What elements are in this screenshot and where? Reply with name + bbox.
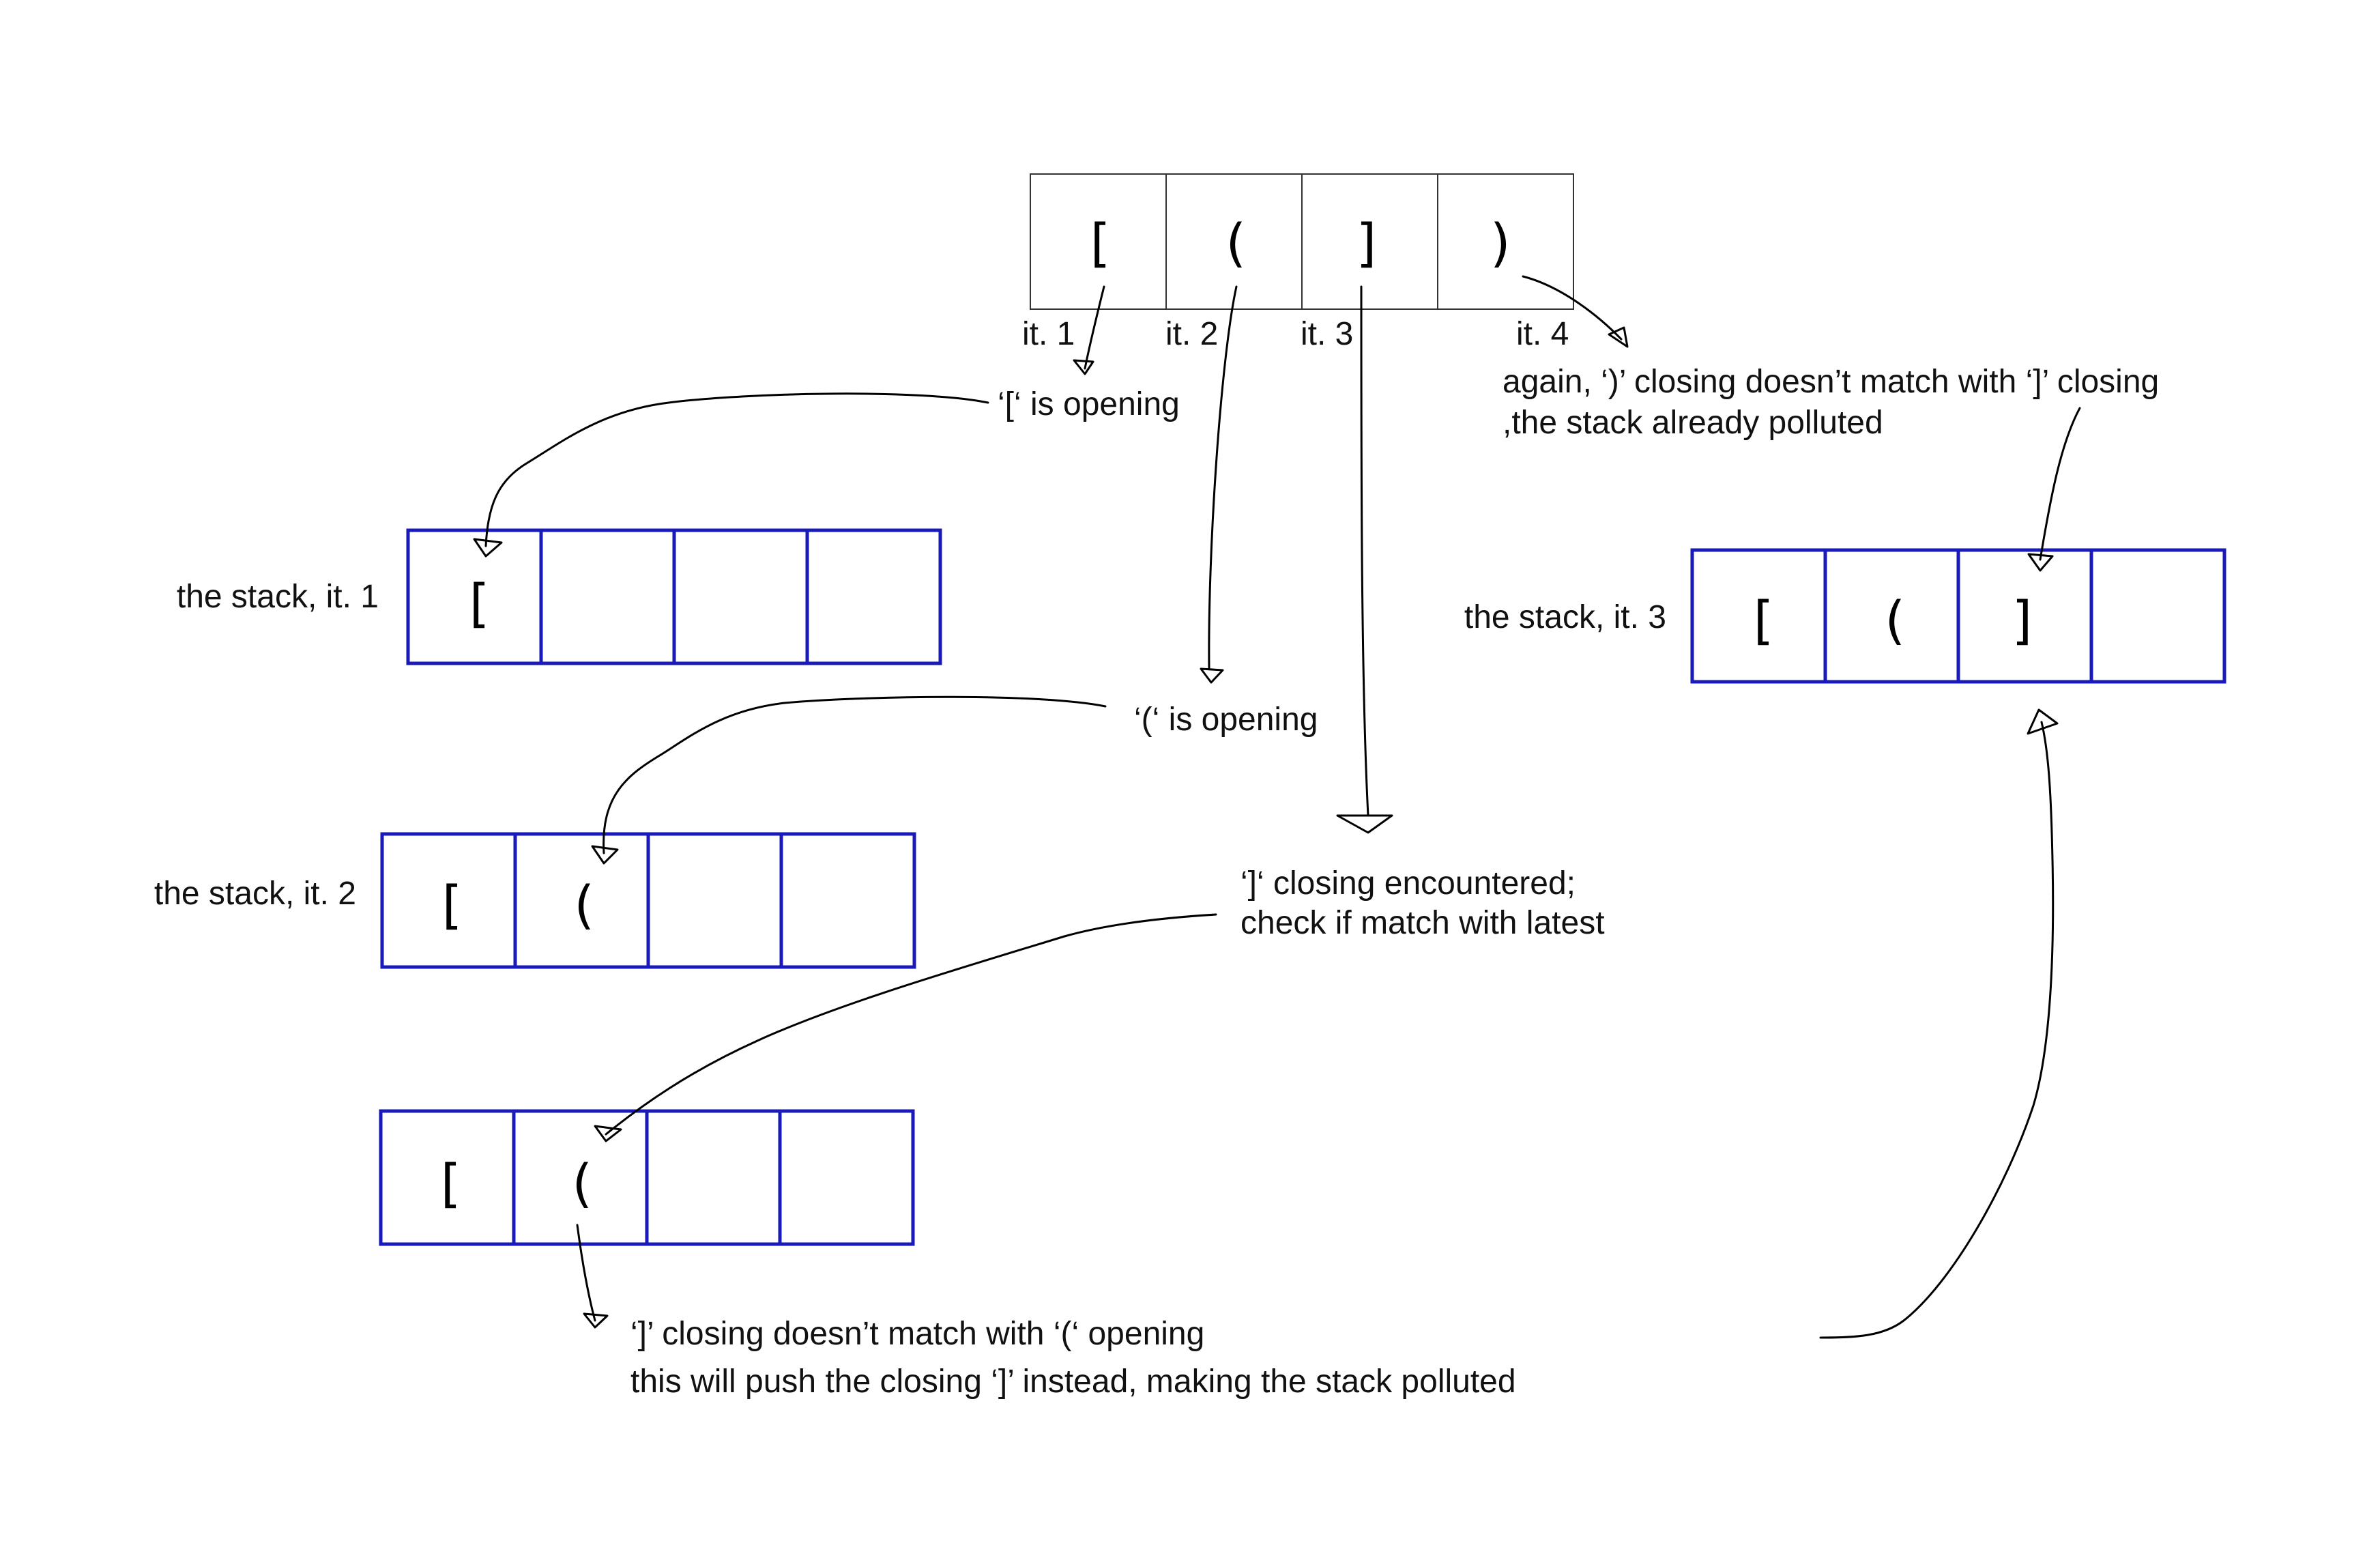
stack-it3: the stack, it. 3 [ ( ] bbox=[1464, 548, 2226, 684]
annotation-closing-line-1: ‘]‘ closing encountered; bbox=[1240, 865, 1576, 902]
input-sequence: [ ( ] ) it. 1 it. 2 it. 3 it. 4 bbox=[1022, 173, 1574, 352]
annotation-again-line-1: again, ‘)’ closing doesn’t match with ‘]… bbox=[1503, 364, 2159, 400]
arrow-head-input3 bbox=[1336, 814, 1393, 834]
arrow-head-stack-it3-bottom bbox=[2027, 708, 2059, 735]
annotation-again-line-2: ,the stack already polluted bbox=[1503, 405, 1883, 441]
annotation-open-bracket: ‘[‘ is opening bbox=[998, 386, 1180, 422]
stack-it3-label: the stack, it. 3 bbox=[1464, 599, 1666, 635]
annotation-open-paren: ‘(‘ is opening bbox=[1134, 702, 1318, 738]
stack-it3-symbol-3: ] bbox=[2008, 590, 2040, 650]
arrow-stack-check-to-mismatch bbox=[576, 1224, 596, 1322]
arrow-closing-to-stack-check bbox=[605, 913, 1217, 1136]
stack-it2: the stack, it. 2 [ ( bbox=[154, 832, 916, 969]
input-symbol-2: ( bbox=[1219, 212, 1251, 273]
arrow-label-to-stack-it2 bbox=[603, 695, 1107, 854]
stack-it3-symbol-2: ( bbox=[1878, 590, 1910, 650]
annotation-mismatch-line-1: ‘]’ closing doesn’t match with ‘(‘ openi… bbox=[630, 1316, 1204, 1352]
annotation-mismatch-line-2: this will push the closing ‘]’ instead, … bbox=[630, 1364, 1516, 1400]
iteration-label-4: it. 4 bbox=[1516, 316, 1569, 352]
input-cell-4 bbox=[1437, 173, 1574, 310]
input-symbol-3: ] bbox=[1352, 212, 1384, 273]
input-symbol-1: [ bbox=[1083, 212, 1114, 273]
stack-it2-cell-3 bbox=[646, 832, 783, 969]
stack-it2-symbol-1: [ bbox=[435, 874, 466, 935]
arrow-head-input1 bbox=[1073, 359, 1094, 375]
stack-it3-symbol-1: [ bbox=[1746, 590, 1777, 650]
arrow-input2-to-label bbox=[1208, 285, 1238, 670]
arrow-head-stack-check bbox=[594, 1125, 622, 1142]
annotations: ‘[‘ is opening ‘(‘ is opening ‘]‘ closin… bbox=[630, 364, 2159, 1400]
arrow-head-stack-it3-top bbox=[2027, 553, 2054, 572]
stack-it3-cell-4 bbox=[2089, 548, 2226, 684]
stack-it2-cell-4 bbox=[779, 832, 916, 969]
arrow-input1-to-label bbox=[1084, 285, 1105, 370]
arrow-input3-to-label bbox=[1360, 285, 1369, 817]
stack-check: [ ( bbox=[379, 1109, 915, 1246]
arrow-mismatch-to-stack-it3 bbox=[1819, 721, 2055, 1339]
annotation-closing-line-2: check if match with latest bbox=[1240, 905, 1605, 941]
stack-it1-label: the stack, it. 1 bbox=[177, 579, 379, 615]
iteration-label-3: it. 3 bbox=[1301, 316, 1353, 352]
stack-it1-cell-4 bbox=[805, 528, 942, 665]
arrow-head-stack-it1 bbox=[473, 538, 503, 558]
stack-check-cell-3 bbox=[645, 1109, 782, 1246]
stack-it1: the stack, it. 1 [ bbox=[177, 528, 942, 665]
arrow-head-input4 bbox=[1608, 326, 1629, 348]
stack-it2-symbol-2: ( bbox=[568, 874, 599, 935]
iteration-label-2: it. 2 bbox=[1165, 316, 1218, 352]
stack-check-symbol-2: ( bbox=[566, 1153, 597, 1213]
input-symbol-4: ) bbox=[1485, 212, 1517, 273]
stack-it1-cell-3 bbox=[672, 528, 809, 665]
arrows bbox=[473, 275, 2081, 1339]
arrow-head-input2 bbox=[1200, 667, 1224, 684]
arrow-head-stack-it2 bbox=[591, 845, 619, 865]
stack-it1-cell-2 bbox=[539, 528, 676, 665]
arrow-again-to-stack-it3 bbox=[2039, 407, 2081, 561]
stack-it1-symbol-1: [ bbox=[462, 573, 493, 633]
arrow-label-to-stack-it1 bbox=[484, 392, 989, 547]
iteration-label-1: it. 1 bbox=[1022, 316, 1075, 352]
arrow-input4-to-label bbox=[1522, 275, 1623, 341]
stack-check-cell-4 bbox=[778, 1109, 915, 1246]
arrow-head-mismatch bbox=[583, 1312, 609, 1329]
stack-it2-label: the stack, it. 2 bbox=[154, 876, 356, 912]
stack-check-symbol-1: [ bbox=[433, 1153, 465, 1213]
